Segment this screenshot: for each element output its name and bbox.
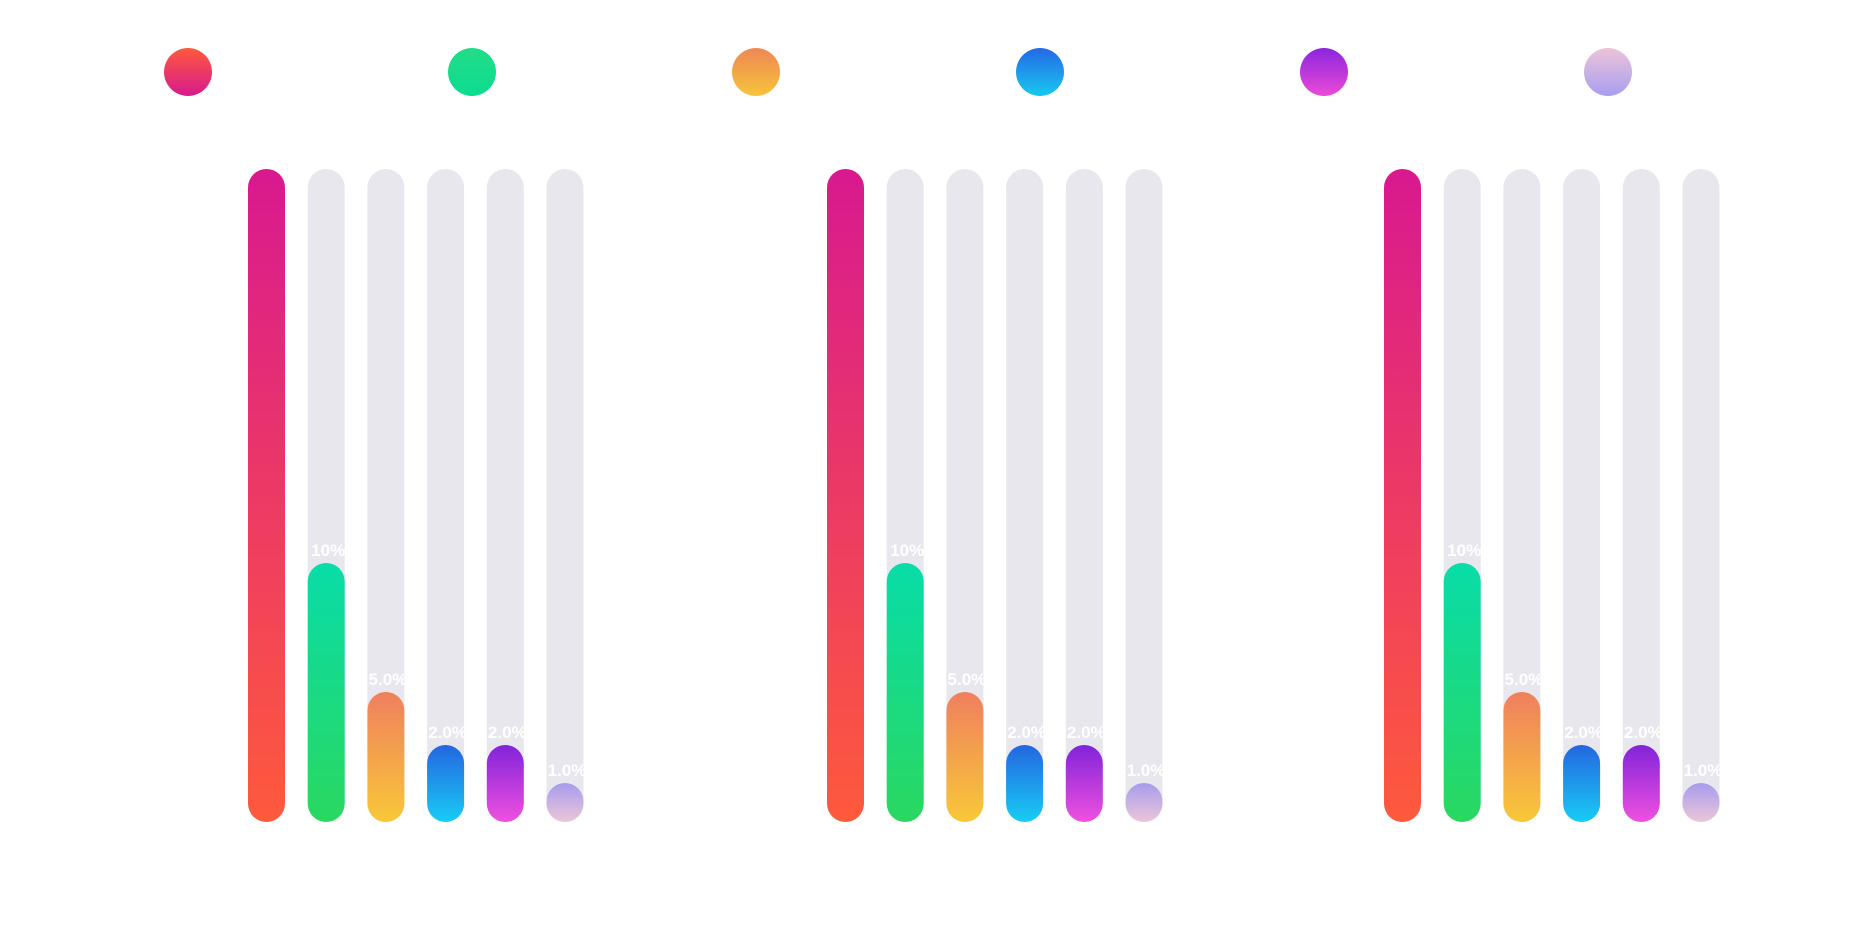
bar-1-2 [307,563,345,822]
bar-2-6 [1125,783,1163,822]
bar-track [1125,169,1163,822]
legend [164,48,1632,96]
bar-2-5 [1065,745,1103,822]
bar-groups: 10%5.0%2.0% 2.0%1.0%10%5.0%2.0% 2.0%1.0%10… [248,169,1722,822]
data-label: 10% [890,541,924,560]
data-label: 2.0% [1624,723,1663,742]
bar-1-5 [486,745,524,822]
bar-group-3: 10% 5.0% 2.0% 2.0% 1.0% [1384,169,1722,822]
bar-track [946,169,984,822]
bar-3-5 [1622,745,1660,822]
bar-1-6 [546,783,584,822]
legend-marker-5 [1300,48,1348,96]
bar-track [367,169,405,822]
bar-track [1065,169,1103,822]
data-label: 2.0% [1564,723,1603,742]
bar-track [486,169,524,822]
bar-2-1 [827,169,864,822]
bar-track [1503,169,1541,822]
legend-marker-2 [448,48,496,96]
bar-track [1682,169,1720,822]
data-label: 10% [311,541,345,560]
bar-3-1 [1384,169,1421,822]
bar-2-4 [1006,745,1044,822]
bar-track [1006,169,1044,822]
bar-1-4 [427,745,465,822]
bar-3-4 [1563,745,1601,822]
bar-1-1 [248,169,285,822]
data-label: 1.0% [1684,761,1723,780]
bar-3-2 [1443,563,1481,822]
data-label: 2.0% [488,723,527,742]
data-label: 2.0% [428,723,467,742]
data-label: 1.0% [548,761,587,780]
data-label: 5.0% [369,670,408,689]
bar-1-3 [367,692,405,822]
bar-3-6 [1682,783,1720,822]
data-label: 1.0% [1127,761,1166,780]
bar-track [1563,169,1601,822]
data-label: 2.0% [1007,723,1046,742]
data-label: 5.0% [1505,670,1544,689]
bar-2-3 [946,692,984,822]
data-label: 5.0% [948,670,987,689]
legend-marker-3 [732,48,780,96]
bar-2-2 [886,563,924,822]
legend-marker-4 [1016,48,1064,96]
legend-marker-1 [164,48,212,96]
data-label: 2.0% [1067,723,1106,742]
bar-group-1: 10% 5.0% 2.0% 2.0% 1.0% [248,169,586,822]
bar-track [1622,169,1660,822]
bar-track [546,169,584,822]
data-label: 10% [1447,541,1481,560]
bar-group-2: 10% 5.0% 2.0% 2.0% 1.0% [827,169,1165,822]
bar-3-3 [1503,692,1541,822]
legend-marker-6 [1584,48,1632,96]
bar-track [427,169,465,822]
